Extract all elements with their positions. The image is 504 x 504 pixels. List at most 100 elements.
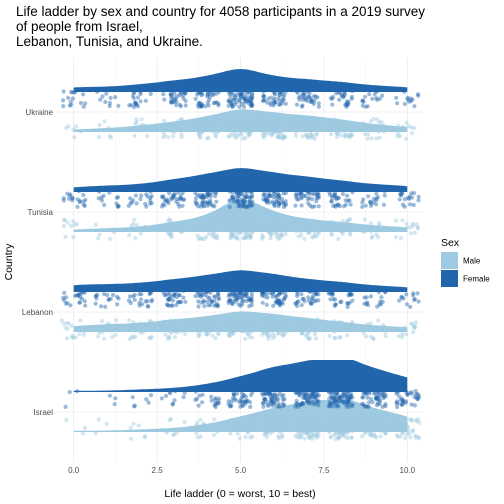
point-israel-male	[131, 421, 136, 426]
point-ukraine-male	[179, 123, 184, 128]
point-ukraine-female	[276, 89, 282, 94]
point-israel-male	[394, 423, 399, 428]
point-ukraine-female	[70, 90, 75, 95]
point-tunisia-female	[406, 195, 411, 201]
point-ukraine-male	[349, 132, 354, 137]
point-lebanon-female	[206, 303, 211, 308]
point-ukraine-male	[294, 120, 299, 125]
point-ukraine-female	[349, 94, 354, 99]
point-tunisia-male	[212, 227, 217, 232]
point-ukraine-female	[131, 96, 136, 101]
point-israel-female	[232, 392, 237, 398]
point-ukraine-female	[268, 100, 273, 105]
point-tunisia-male	[294, 229, 299, 234]
point-israel-male	[331, 423, 336, 428]
point-israel-male	[333, 419, 339, 424]
point-lebanon-male	[129, 334, 134, 339]
point-israel-female	[295, 401, 300, 406]
point-israel-female	[346, 389, 351, 394]
point-israel-female	[400, 402, 405, 407]
point-tunisia-female	[340, 191, 346, 197]
point-tunisia-female	[201, 193, 206, 198]
point-ukraine-female	[360, 98, 365, 103]
point-israel-male	[349, 427, 354, 432]
point-ukraine-male	[79, 129, 84, 134]
point-israel-female	[416, 395, 422, 400]
point-lebanon-male	[182, 326, 187, 332]
point-ukraine-female	[261, 94, 266, 100]
point-israel-male	[369, 426, 374, 432]
point-tunisia-male	[403, 227, 408, 232]
point-israel-female	[327, 404, 332, 409]
point-tunisia-male	[240, 224, 245, 229]
point-lebanon-female	[233, 297, 238, 302]
point-tunisia-male	[209, 223, 214, 228]
point-israel-female	[316, 393, 321, 398]
point-tunisia-male	[179, 228, 184, 233]
point-tunisia-female	[193, 201, 199, 207]
point-lebanon-male	[268, 326, 273, 331]
point-lebanon-female	[301, 296, 306, 301]
point-tunisia-male	[412, 230, 417, 235]
point-ukraine-female	[277, 93, 282, 98]
point-ukraine-female	[238, 91, 243, 97]
point-lebanon-male	[361, 330, 366, 336]
point-israel-female	[375, 401, 380, 406]
point-israel-male	[268, 431, 273, 436]
point-israel-female	[268, 398, 274, 403]
point-tunisia-female	[283, 190, 288, 196]
point-lebanon-female	[162, 292, 167, 297]
point-ukraine-female	[375, 89, 380, 94]
point-lebanon-female	[278, 290, 283, 295]
point-tunisia-male	[62, 218, 67, 223]
point-lebanon-female	[166, 297, 171, 302]
point-israel-female	[216, 399, 221, 404]
point-tunisia-female	[294, 193, 299, 198]
point-lebanon-female	[236, 289, 241, 294]
point-ukraine-male	[412, 126, 417, 131]
point-ukraine-female	[178, 104, 183, 109]
point-israel-male	[347, 423, 352, 428]
point-lebanon-male	[197, 323, 202, 328]
point-tunisia-female	[249, 203, 254, 208]
point-israel-male	[314, 422, 319, 427]
point-lebanon-male	[267, 333, 272, 339]
point-lebanon-male	[244, 327, 249, 332]
point-ukraine-female	[229, 102, 234, 107]
point-tunisia-male	[379, 227, 384, 232]
point-lebanon-female	[105, 292, 110, 298]
point-lebanon-male	[246, 332, 251, 337]
point-israel-female	[303, 391, 309, 396]
point-lebanon-male	[232, 316, 237, 322]
point-tunisia-female	[149, 201, 154, 206]
point-tunisia-male	[236, 231, 241, 236]
point-lebanon-male	[227, 333, 233, 338]
point-lebanon-female	[213, 294, 218, 299]
point-israel-male	[248, 427, 253, 433]
point-ukraine-female	[301, 95, 306, 100]
point-ukraine-male	[310, 127, 315, 132]
point-israel-male	[306, 429, 311, 434]
point-tunisia-male	[347, 225, 352, 230]
point-israel-female	[394, 391, 399, 396]
point-israel-female	[365, 404, 370, 409]
point-israel-female	[272, 401, 277, 406]
point-tunisia-male	[247, 221, 252, 226]
density-lebanon-female	[73, 270, 408, 292]
point-ukraine-female	[410, 97, 415, 102]
point-tunisia-female	[230, 194, 235, 199]
point-tunisia-male	[275, 232, 280, 237]
point-lebanon-female	[233, 292, 238, 297]
point-ukraine-female	[179, 91, 184, 96]
point-tunisia-male	[302, 220, 307, 225]
point-ukraine-female	[360, 103, 365, 108]
x-tick-label: 7.5	[318, 466, 330, 475]
point-israel-male	[93, 431, 98, 436]
point-israel-male	[194, 431, 199, 436]
point-lebanon-male	[199, 329, 204, 334]
point-ukraine-female	[328, 96, 333, 101]
point-ukraine-male	[305, 118, 310, 123]
point-ukraine-female	[280, 98, 285, 103]
